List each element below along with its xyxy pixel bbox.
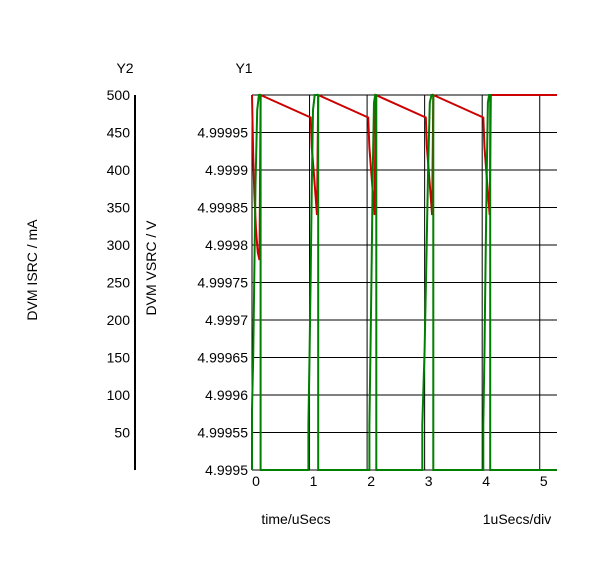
- x-axis-title: time/uSecs: [261, 511, 330, 527]
- series-line-1: [251, 94, 557, 471]
- y2-tick-label-2: 150: [107, 350, 131, 366]
- x-div-label: 1uSecs/div: [483, 511, 551, 527]
- y2-tick-label-9: 500: [107, 87, 131, 103]
- y1-tick-label-5: 4.99975: [197, 275, 248, 291]
- y1-tick-label-4: 4.9997: [205, 312, 248, 328]
- y1-axis: 4.9995 4.99955 4.9996 4.99965 4.9997 4.99975 4…: [197, 125, 248, 479]
- x-tick-label-5: 5: [540, 473, 548, 489]
- x-tick-label-3: 3: [425, 473, 433, 489]
- y2-tick-label-3: 200: [107, 312, 131, 328]
- y1-tick-label-7: 4.99985: [197, 200, 248, 216]
- y2-tick-label-0: 50: [114, 425, 130, 441]
- y2-axis: 50 100 150 200 250 300 350 400 450 500: [107, 87, 136, 470]
- y2-tick-label-8: 450: [107, 125, 131, 141]
- y1-tick-label-8: 4.9999: [205, 162, 248, 178]
- y2-corner-label: Y2: [116, 60, 133, 76]
- grid-lines: [251, 94, 557, 471]
- y2-tick-label-7: 400: [107, 162, 131, 178]
- y1-tick-label-9: 4.99995: [197, 125, 248, 141]
- y2-tick-label-5: 300: [107, 237, 131, 253]
- x-axis: 0 1 2 3 4 5: [252, 473, 548, 489]
- y2-tick-label-6: 350: [107, 200, 131, 216]
- y1-tick-label-6: 4.9998: [205, 237, 248, 253]
- y1-tick-label-1: 4.99955: [197, 425, 248, 441]
- x-tick-label-4: 4: [482, 473, 490, 489]
- series-group: [251, 93, 557, 471]
- y1-tick-label-0: 4.9995: [205, 462, 248, 478]
- y2-tick-label-1: 100: [107, 387, 131, 403]
- x-tick-label-1: 1: [310, 473, 318, 489]
- x-tick-label-2: 2: [367, 473, 375, 489]
- y1-tick-label-2: 4.9996: [205, 387, 248, 403]
- y1-axis-title: DVM VSRC / V: [143, 220, 159, 316]
- y1-corner-label: Y1: [235, 60, 252, 76]
- y2-tick-label-4: 250: [107, 275, 131, 291]
- x-tick-label-0: 0: [252, 473, 260, 489]
- y2-axis-title: DVM ISRC / mA: [24, 219, 40, 321]
- series-line-0: [251, 93, 557, 261]
- y1-tick-label-3: 4.99965: [197, 350, 248, 366]
